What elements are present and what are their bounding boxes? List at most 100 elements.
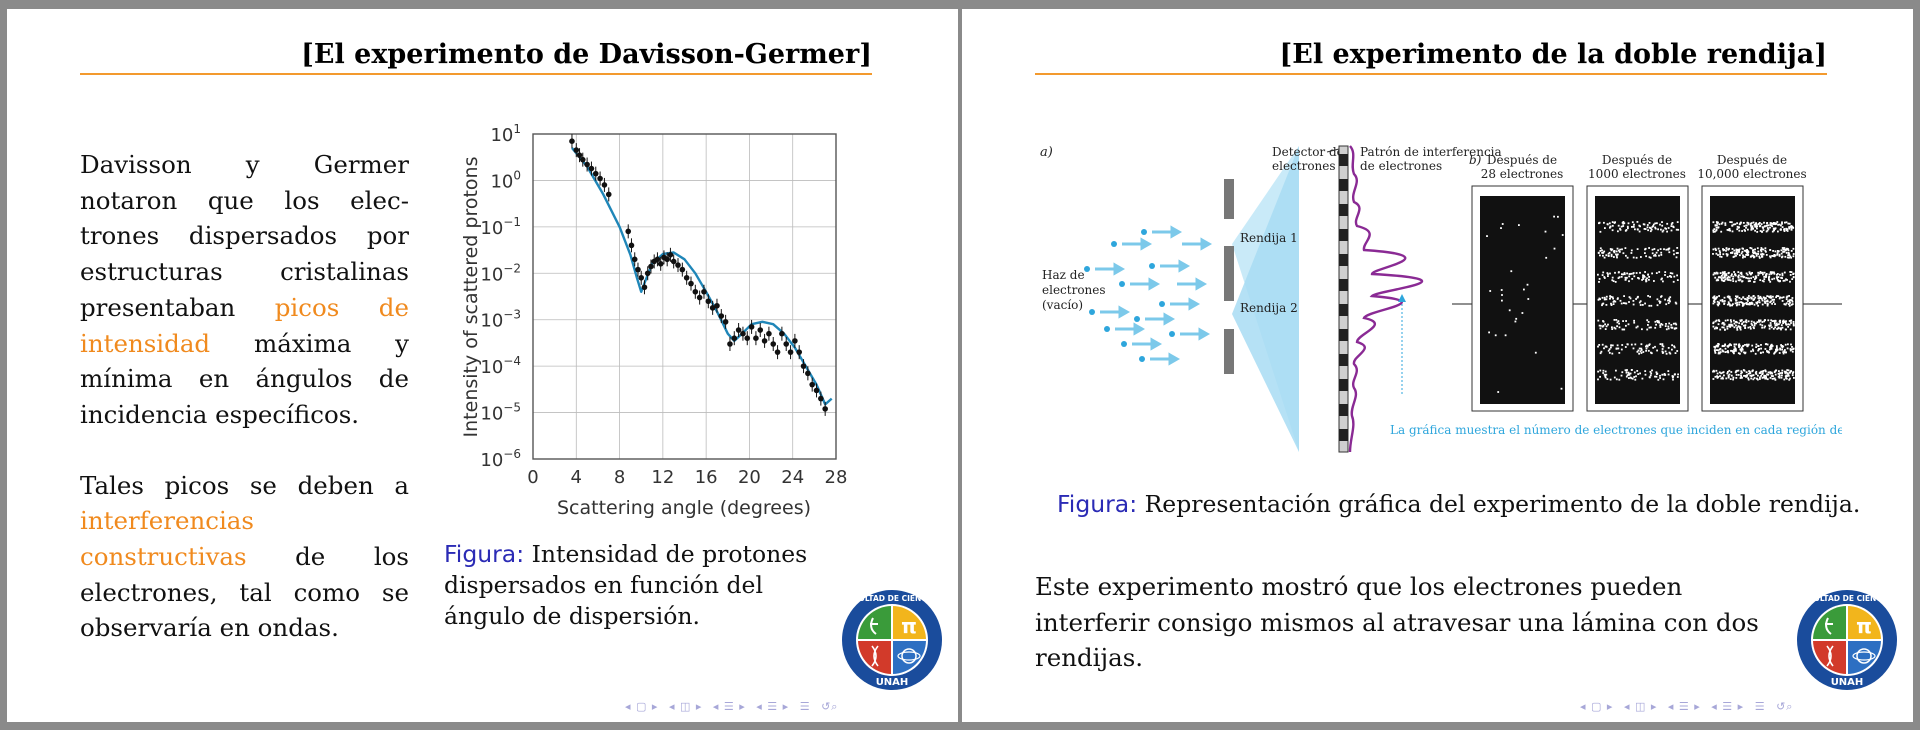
beamer-navigation[interactable]: ◂ ▢ ▸ ◂ ◫ ▸ ◂ ☰ ▸ ◂ ☰ ▸ ☰ ↺⌕ [1580, 700, 1799, 714]
data-point [740, 326, 746, 341]
nav-next-frame-icon[interactable]: ◂ ◫ ▸ [668, 700, 703, 713]
data-point [809, 377, 815, 392]
nav-section-icon[interactable]: ◂ ☰ ▸ [1711, 700, 1745, 713]
data-point [597, 171, 603, 186]
figure-caption: Figura: Intensidad de protones dispersad… [444, 539, 849, 632]
data-point [696, 290, 703, 305]
pattern-label-2: de electrones [1360, 159, 1442, 173]
data-point [714, 298, 720, 313]
data-point [679, 262, 686, 277]
figure-caption: Figura: Representación gráfica del exper… [1057, 489, 1877, 520]
x-tick-label: 0 [527, 467, 538, 488]
x-axis-label: Scattering angle (degrees) [557, 497, 811, 519]
data-point [592, 166, 599, 181]
after-28-label-2: 28 electrones [1481, 167, 1564, 181]
data-point [727, 336, 733, 351]
figure-note: La gráfica muestra el número de electron… [1390, 423, 1842, 437]
paragraph-2: Tales picos se deben a interferencias co… [80, 468, 409, 647]
paragraph: Este experimento mostró que los electron… [1035, 572, 1759, 673]
data-point [761, 333, 768, 348]
after-10000-label-1: Después de [1717, 153, 1787, 167]
after-1000-label-1: Después de [1602, 153, 1672, 167]
title-rule [1035, 73, 1827, 75]
data-point [605, 187, 612, 202]
electron-beam [1084, 229, 1175, 362]
nav-subsection-icon[interactable]: ◂ ☰ ▸ [1667, 700, 1701, 713]
paragraph-2-part2: de los electrones, tal como se observarí… [80, 542, 409, 643]
slide-doble-rendija: [El experimento de la doble rendija] a) … [962, 9, 1913, 722]
data-point [601, 177, 608, 192]
data-point [683, 270, 690, 285]
data-point [731, 331, 738, 346]
nav-subsection-icon[interactable]: ◂ ☰ ▸ [712, 700, 746, 713]
data-point [813, 383, 820, 398]
davisson-germer-chart: 0 4 8 12 16 20 24 28 101 100 10−1 10−2 10−3 10−4 10−5… [460, 122, 847, 519]
data-point [744, 331, 751, 346]
data-point [631, 252, 638, 267]
slide-title: [El experimento de la doble rendija] [1279, 39, 1827, 70]
data-point [735, 323, 742, 338]
faculty-logo: π FACULTAD DE CIENCIAS UNAH [840, 588, 944, 696]
data-point [641, 280, 648, 295]
plot-frame [532, 133, 837, 460]
nav-next-frame-icon[interactable]: ◂ ◫ ▸ [1623, 700, 1658, 713]
data-point [796, 345, 803, 360]
logo-bottom-text: UNAH [876, 677, 909, 688]
data-point [787, 345, 794, 360]
data-point [701, 284, 707, 299]
electron-arrows [1095, 225, 1213, 366]
nav-search-icon[interactable]: ↺⌕ [821, 700, 839, 713]
y-axis-label: Intensity of scattered protons [460, 157, 482, 438]
paragraph-1-part2: máxima y mínima en ángulos de incidencia… [80, 328, 409, 429]
data-point [588, 161, 595, 176]
y-tick-label: 10−5 [480, 401, 521, 425]
data-point [576, 148, 583, 163]
data-point [779, 326, 785, 341]
data-point [579, 152, 586, 167]
faculty-logo: π FACULTAD DE CIENCIAS UNAH [1795, 588, 1899, 696]
data-point [774, 345, 781, 360]
highlight-interferencias: interferencias constructivas [80, 506, 254, 572]
data-point [688, 276, 694, 291]
data-point [657, 256, 664, 271]
logo-pi: π [901, 614, 917, 638]
nav-prev-frame-icon[interactable]: ◂ ▢ ▸ [625, 700, 659, 713]
logo-top-text: FACULTAD DE CIENCIAS [843, 594, 941, 603]
data-point [783, 336, 790, 351]
data-point [670, 254, 677, 269]
y-tick-label: 10−2 [480, 261, 521, 285]
beamer-navigation[interactable]: ◂ ▢ ▸ ◂ ◫ ▸ ◂ ☰ ▸ ◂ ☰ ▸ ☰ ↺⌕ [625, 700, 844, 714]
caption-label: Figura: [1057, 490, 1138, 518]
paragraph-1: Davisson y Germer notaron que los elec­t… [80, 147, 409, 433]
nav-section-icon[interactable]: ◂ ☰ ▸ [756, 700, 790, 713]
beam-label-3: (vacío) [1042, 298, 1083, 312]
barrier-top [1224, 179, 1234, 219]
logo-bottom-text: UNAH [1831, 677, 1864, 688]
nav-prev-frame-icon[interactable]: ◂ ▢ ▸ [1580, 700, 1614, 713]
barrier-bottom [1224, 329, 1234, 374]
data-point [569, 134, 575, 149]
x-tick-label: 12 [651, 467, 674, 488]
x-tick-label: 20 [738, 467, 761, 488]
detector-strip [1338, 145, 1349, 453]
x-tick-label: 8 [614, 467, 625, 488]
panel-b-label: b) [1469, 153, 1482, 167]
y-tick-label: 10−1 [480, 215, 521, 239]
data-point [792, 333, 798, 348]
x-tick-label: 16 [695, 467, 718, 488]
data-point [770, 336, 777, 351]
nav-search-icon[interactable]: ↺⌕ [1776, 700, 1794, 713]
nav-toc-icon[interactable]: ☰ [1754, 700, 1766, 713]
y-tick-label: 10−6 [480, 447, 521, 471]
data-point [648, 259, 654, 274]
detector-label-2: electrones [1272, 159, 1336, 173]
paragraph-1-part1: Davisson y Germer notaron que los elec­t… [80, 150, 409, 322]
data-point [718, 309, 725, 324]
y-tick-label: 101 [490, 122, 521, 146]
data-point [757, 323, 764, 338]
nav-toc-icon[interactable]: ☰ [799, 700, 811, 713]
after-1000-label-2: 1000 electrones [1588, 167, 1686, 181]
detector-label-1: Detector de [1272, 145, 1344, 159]
slit1-label: Rendija 1 [1240, 231, 1298, 245]
beam-label-2: electrones [1042, 283, 1106, 297]
